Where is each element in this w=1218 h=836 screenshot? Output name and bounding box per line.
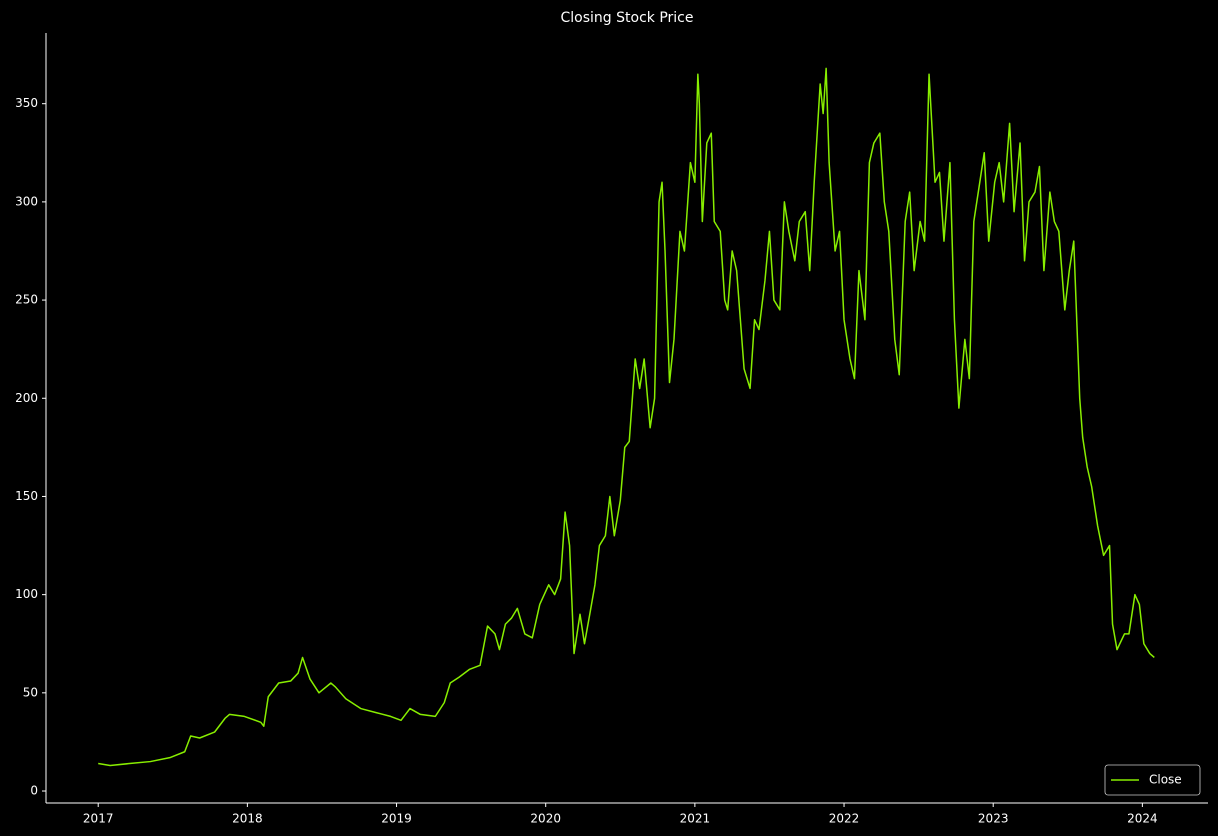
legend-box: [1104, 764, 1201, 796]
x-tick-label: 2024: [1127, 812, 1158, 826]
y-tick-label: 50: [23, 685, 38, 699]
y-tick-label: 150: [15, 489, 38, 503]
legend: Close: [1104, 764, 1201, 796]
y-tick-label: 250: [15, 293, 38, 307]
x-tick-label: 2022: [829, 812, 860, 826]
x-tick-label: 2017: [83, 812, 114, 826]
x-tick-label: 2023: [978, 812, 1009, 826]
x-tick-label: 2018: [232, 812, 263, 826]
chart-title: Closing Stock Price: [561, 10, 694, 26]
x-tick-label: 2020: [530, 812, 561, 826]
y-tick-label: 0: [30, 784, 38, 798]
y-tick-label: 200: [15, 391, 38, 405]
legend-label: Close: [1149, 773, 1182, 787]
x-tick-label: 2021: [680, 812, 711, 826]
price-line: [98, 67, 1155, 767]
y-tick-label: 100: [15, 587, 38, 601]
y-tick-label: 350: [15, 96, 38, 110]
x-tick-label: 2019: [381, 812, 412, 826]
y-tick-label: 300: [15, 194, 38, 208]
